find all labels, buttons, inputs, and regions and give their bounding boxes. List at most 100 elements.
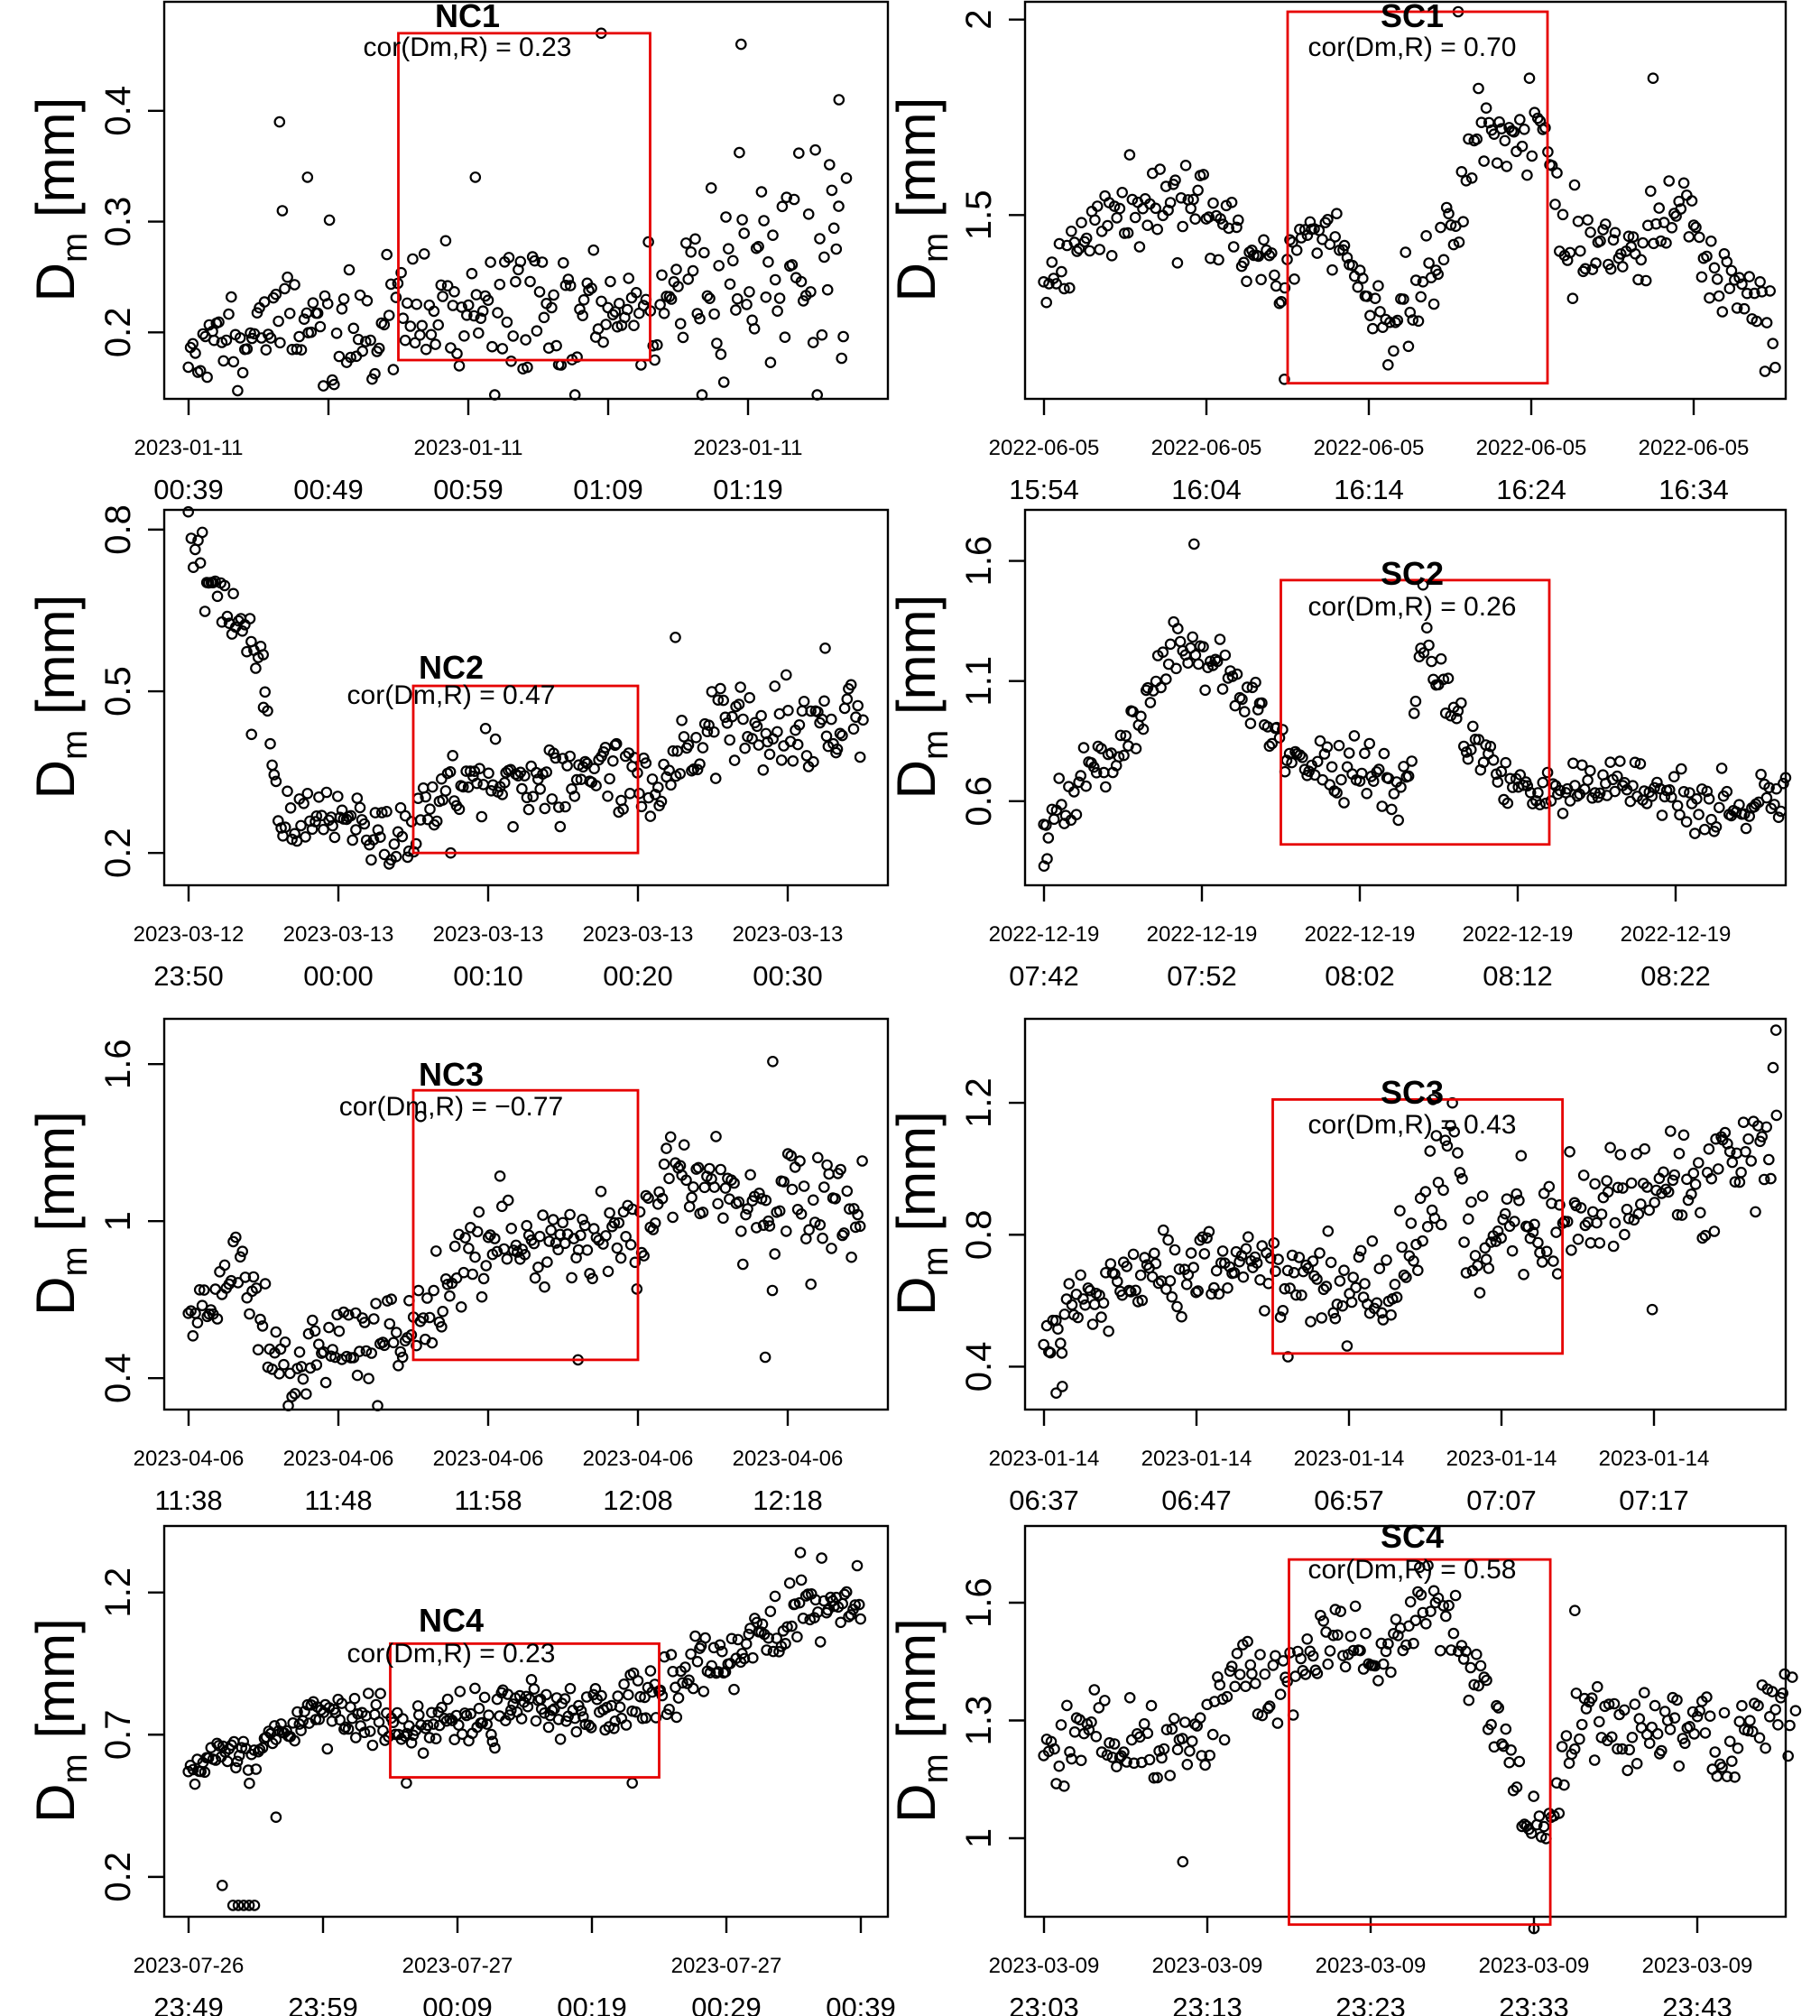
data-point xyxy=(1384,316,1396,328)
data-point xyxy=(1177,1855,1189,1868)
data-point xyxy=(1585,1692,1598,1704)
data-point xyxy=(1493,116,1505,128)
data-point xyxy=(1424,1145,1437,1157)
data-point xyxy=(448,285,460,298)
data-point xyxy=(845,679,857,691)
data-point xyxy=(1335,773,1347,786)
data-point xyxy=(444,765,457,778)
data-point xyxy=(1463,1213,1474,1225)
data-point xyxy=(762,255,774,268)
data-point xyxy=(300,1388,312,1400)
data-point xyxy=(1216,683,1229,695)
data-point xyxy=(257,649,269,661)
data-point xyxy=(471,1225,484,1238)
data-point xyxy=(1515,1150,1528,1161)
data-point xyxy=(391,1706,403,1719)
data-point xyxy=(381,248,393,261)
data-point xyxy=(1286,1249,1298,1262)
data-point xyxy=(568,1712,581,1725)
data-point xyxy=(689,233,701,245)
data-point xyxy=(821,1159,833,1171)
data-point xyxy=(218,1259,231,1272)
data-point xyxy=(1188,538,1200,550)
y-tick-label: 0.2 xyxy=(98,828,138,878)
data-point xyxy=(1699,1727,1712,1739)
data-point xyxy=(1202,661,1214,673)
data-point xyxy=(1564,246,1576,259)
y-tick-label: 0.4 xyxy=(959,1342,999,1392)
data-point xyxy=(1150,202,1161,215)
data-point xyxy=(557,1216,568,1229)
data-point xyxy=(1460,1267,1473,1279)
data-point xyxy=(469,171,482,183)
data-point xyxy=(1511,1781,1523,1793)
data-point xyxy=(797,1613,809,1624)
x-tick-time: 15:54 xyxy=(1009,474,1079,505)
data-point xyxy=(1477,756,1490,769)
data-point xyxy=(826,184,838,197)
data-point xyxy=(323,214,336,227)
data-point xyxy=(1293,1252,1306,1263)
data-point xyxy=(1068,1726,1081,1738)
correlation-annotation: cor(Dm,R) = 0.23 xyxy=(347,1639,556,1669)
data-point xyxy=(1666,791,1677,803)
data-point xyxy=(1075,770,1086,781)
data-point xyxy=(1723,282,1736,294)
data-point xyxy=(388,838,401,850)
data-point xyxy=(1432,1592,1445,1604)
data-point xyxy=(515,1713,528,1725)
data-point xyxy=(670,264,682,275)
data-point xyxy=(1152,1277,1165,1290)
data-point xyxy=(437,291,448,302)
data-point xyxy=(1390,1291,1403,1303)
x-tick-date: 2023-07-26 xyxy=(134,1954,245,1978)
data-point xyxy=(1256,697,1268,709)
data-point xyxy=(286,1391,298,1402)
data-point xyxy=(1308,1270,1320,1282)
x-tick-time: 16:04 xyxy=(1171,474,1242,505)
data-point xyxy=(343,264,356,276)
data-point xyxy=(1042,1745,1055,1758)
data-point xyxy=(1093,1702,1105,1714)
data-point xyxy=(1754,275,1766,288)
data-point xyxy=(807,337,819,348)
data-point xyxy=(835,1616,846,1629)
y-tick-label: 1.3 xyxy=(959,1696,999,1746)
data-point xyxy=(1201,1232,1213,1244)
data-point xyxy=(734,1225,747,1237)
data-point xyxy=(712,694,725,706)
data-point xyxy=(1484,740,1497,753)
data-point xyxy=(1414,1561,1426,1574)
data-point xyxy=(767,229,779,242)
data-point xyxy=(342,1723,355,1735)
data-point xyxy=(1199,1759,1211,1771)
data-point xyxy=(1176,1310,1187,1323)
data-point xyxy=(610,737,623,750)
data-point xyxy=(590,780,602,791)
data-point xyxy=(241,645,253,658)
data-point xyxy=(856,1155,868,1167)
data-point xyxy=(1322,1225,1335,1237)
data-point xyxy=(1430,1130,1443,1142)
y-axis-label: Dm [mm] xyxy=(886,1111,956,1316)
data-point xyxy=(1068,786,1080,798)
data-point xyxy=(1560,1730,1573,1742)
data-point xyxy=(1584,764,1596,777)
data-point xyxy=(1122,227,1134,239)
y-axis-label: Dm [mm] xyxy=(25,1111,95,1316)
data-point xyxy=(1420,229,1432,242)
data-point xyxy=(606,754,619,767)
y-axis-label: Dm [mm] xyxy=(886,1618,956,1823)
data-point xyxy=(769,680,781,692)
data-point xyxy=(546,793,559,805)
data-point xyxy=(1359,747,1371,760)
data-point xyxy=(430,1245,442,1257)
data-point xyxy=(1778,777,1789,790)
data-point xyxy=(346,834,358,846)
data-point xyxy=(1617,1182,1629,1194)
plot-frame xyxy=(162,1524,890,1919)
data-point xyxy=(1184,1745,1196,1757)
x-tick-time: 16:24 xyxy=(1496,474,1566,505)
data-point xyxy=(840,172,853,184)
data-point xyxy=(1118,749,1130,762)
